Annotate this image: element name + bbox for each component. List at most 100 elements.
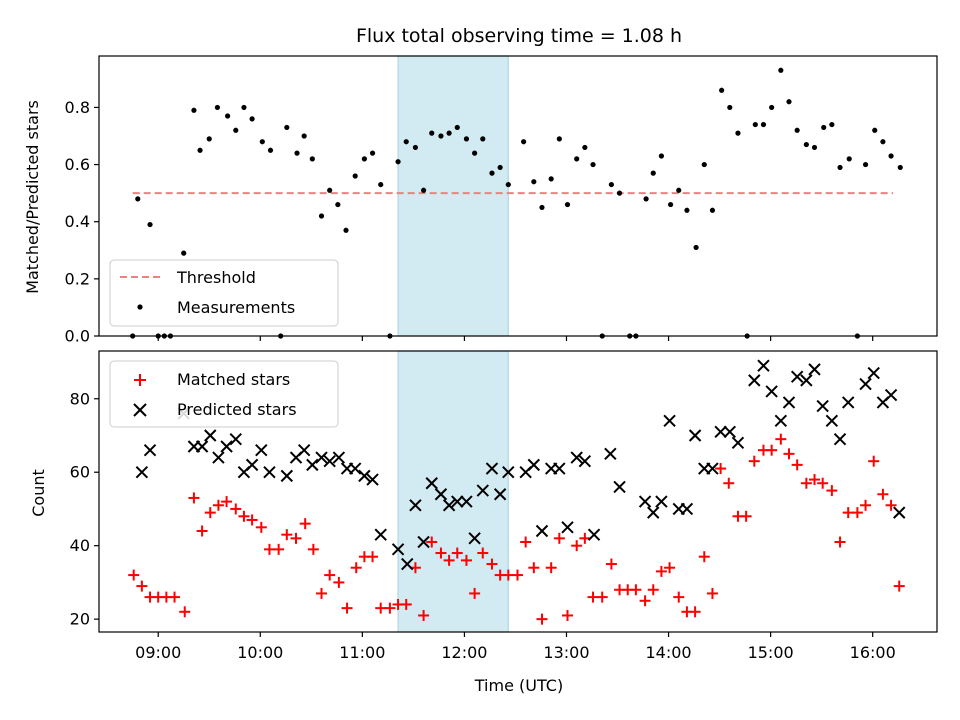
matched-stars-point <box>290 532 302 544</box>
predicted-stars-point <box>502 466 515 479</box>
legend-matched-label: Matched stars <box>177 370 290 389</box>
predicted-stars-point <box>731 436 745 450</box>
matched-stars-point <box>128 569 140 581</box>
predicted-stars-point <box>485 462 499 475</box>
predicted-stars-point <box>280 469 294 483</box>
predicted-stars-point <box>493 488 507 501</box>
y-tick-label: 0.4 <box>65 212 90 231</box>
matched-stars-point <box>230 503 242 515</box>
matched-stars-point <box>299 518 311 530</box>
y-tick-label: 40 <box>70 536 90 555</box>
measurements-point <box>378 181 384 188</box>
predicted-stars-point <box>757 359 770 372</box>
matched-stars-point <box>204 507 216 519</box>
y-axis-label-count: Count <box>29 469 48 517</box>
measurements-point <box>438 133 444 139</box>
measurements-point <box>420 187 427 193</box>
matched-stars-point <box>826 485 838 497</box>
measurements-point <box>667 201 674 208</box>
measurements-point <box>327 187 333 193</box>
measurements-point <box>301 133 307 139</box>
matched-stars-point <box>664 562 676 574</box>
predicted-stars-point <box>425 477 438 490</box>
predicted-stars-point <box>790 370 804 383</box>
measurements-point <box>811 144 818 151</box>
measurements-point <box>556 136 562 142</box>
matched-stars-point <box>188 492 200 504</box>
measurements-point <box>693 244 699 251</box>
matched-stars-point <box>443 554 455 566</box>
predicted-stars-point <box>841 396 855 409</box>
matched-stars-point <box>723 477 735 489</box>
predicted-stars-point <box>442 499 456 512</box>
measurements-point <box>191 107 197 113</box>
matched-stars-point <box>221 496 233 508</box>
matched-stars-point <box>715 463 727 475</box>
measurements-point <box>489 170 495 176</box>
matched-stars-point <box>885 499 897 511</box>
predicted-stars-point <box>135 466 149 479</box>
predicted-stars-point <box>816 399 829 413</box>
measurements-point <box>284 124 290 131</box>
matched-stars-point <box>367 551 379 563</box>
matched-stars-point <box>238 510 250 522</box>
legend-measurements-swatch <box>137 304 143 310</box>
matched-stars-point <box>307 543 319 555</box>
measurements-point <box>769 104 775 111</box>
chart-title: Flux total observing time = 1.08 h <box>356 25 682 47</box>
x-tick-label: 15:00 <box>748 643 794 662</box>
measurements-point <box>446 130 452 136</box>
predicted-stars-point <box>765 385 778 398</box>
predicted-stars-point <box>451 495 464 508</box>
matched-stars-point <box>375 602 387 614</box>
predicted-stars-point <box>647 506 660 519</box>
predicted-stars-point <box>800 374 813 387</box>
measurements-point <box>497 164 503 171</box>
measurements-point <box>778 67 784 73</box>
matched-stars-point <box>341 602 353 614</box>
measurements-point <box>521 139 527 145</box>
measurements-point <box>590 161 596 168</box>
matched-stars-point <box>212 499 224 511</box>
measurements-point <box>480 136 486 142</box>
matched-stars-point <box>273 543 285 555</box>
matched-stars-point <box>511 569 523 581</box>
matched-stars-point <box>426 536 438 548</box>
predicted-stars-point <box>220 440 233 453</box>
predicted-stars-point <box>366 473 379 486</box>
matched-stars-point <box>384 602 396 614</box>
y-tick-label: 0.8 <box>65 98 90 117</box>
predicted-stars-point <box>358 469 371 483</box>
panel-ratio: 0.00.20.40.60.8 Matched/Predicted stars … <box>23 55 938 346</box>
measurements-point <box>786 99 792 105</box>
predicted-stars-point <box>143 443 157 457</box>
measurements-point <box>352 173 358 179</box>
measurements-point <box>318 213 325 219</box>
x-tick-label: 11:00 <box>339 643 385 662</box>
predicted-stars-point <box>306 458 319 472</box>
matched-stars-point <box>877 488 889 500</box>
predicted-stars-point <box>348 462 362 475</box>
matched-stars-point <box>579 532 591 544</box>
shaded-span <box>397 55 509 337</box>
x-tick-label: 12:00 <box>441 643 487 662</box>
predicted-stars-point <box>561 521 574 534</box>
matched-stars-point <box>536 613 548 625</box>
legend-ratio: Threshold Measurements <box>109 259 339 327</box>
matched-stars-point <box>502 569 514 581</box>
predicted-stars-point <box>867 366 880 380</box>
plot-frame-counts <box>98 350 938 633</box>
predicted-stars-point <box>391 543 405 556</box>
measurements-point <box>361 156 367 162</box>
predicted-stars-point <box>663 414 676 427</box>
matched-stars-point <box>596 591 608 603</box>
matched-stars-point <box>562 609 574 621</box>
measurements-point <box>837 164 843 171</box>
predicted-stars-point <box>229 432 242 446</box>
measurements-point <box>574 156 580 162</box>
matched-stars-point <box>783 448 795 460</box>
measurements-point <box>369 150 376 156</box>
matched-stars-point <box>545 562 557 574</box>
x-axis-label: Time (UTC) <box>474 676 563 695</box>
predicted-stars-point <box>587 528 601 541</box>
